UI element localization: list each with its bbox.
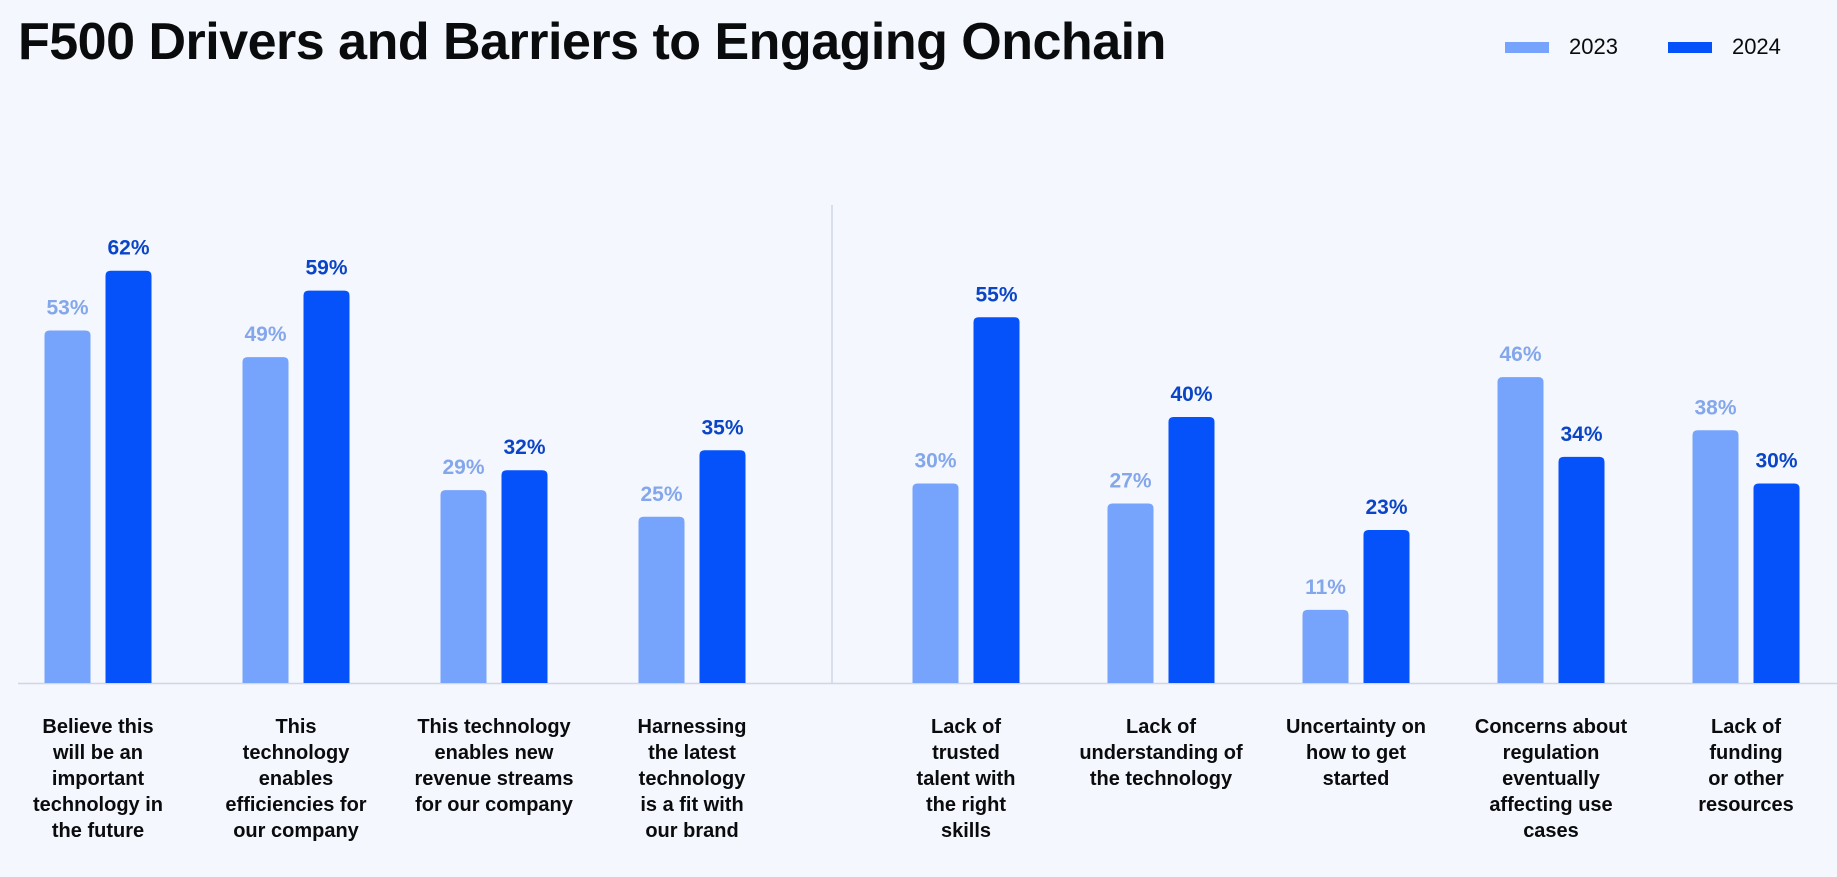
category-label-line: started xyxy=(1322,768,1390,790)
bar-2023-6 xyxy=(1107,503,1154,683)
bar-2024-1 xyxy=(105,270,152,683)
category-label-line: funding xyxy=(1709,742,1783,764)
category-label-line: for our company xyxy=(415,794,573,816)
bar-2023-5 xyxy=(912,483,959,683)
bar-2024-3 xyxy=(501,470,548,683)
bar-2024-5 xyxy=(973,317,1020,683)
legend-item-2024: 2024 xyxy=(1667,34,1781,60)
category-label-line: the latest xyxy=(648,742,736,764)
category-label-9: Lack of funding or other resources xyxy=(1656,714,1836,818)
category-label-line: Concerns about xyxy=(1474,716,1628,738)
data-label-2024-7: 23% xyxy=(1365,496,1407,519)
data-label-2023-4: 25% xyxy=(640,483,682,506)
category-label-line: technology in xyxy=(33,794,163,816)
category-label-line: revenue streams xyxy=(414,768,574,790)
data-label-2024-1: 62% xyxy=(107,237,149,260)
data-label-2023-7: 11% xyxy=(1305,576,1346,599)
category-label-6: Lack of understanding of the technology xyxy=(1071,714,1251,792)
category-label-line: technology xyxy=(638,768,746,790)
category-label-line: regulation xyxy=(1502,742,1600,764)
legend-swatch-2023 xyxy=(1505,41,1549,53)
category-label-line: Lack of xyxy=(1125,716,1197,738)
category-label-line: resources xyxy=(1698,794,1794,816)
data-label-2024-5: 55% xyxy=(975,283,1017,306)
legend-item-2023: 2023 xyxy=(1505,34,1618,60)
category-label-line: how to get xyxy=(1306,742,1406,764)
bar-2023-8 xyxy=(1497,377,1544,683)
data-label-2023-2: 49% xyxy=(244,323,286,346)
category-label-line: our company xyxy=(233,820,359,842)
data-label-2023-9: 38% xyxy=(1694,396,1736,419)
category-label-line: understanding of xyxy=(1079,742,1243,764)
category-label-line: efficiencies for xyxy=(225,794,367,816)
legend-label-2024: 2024 xyxy=(1731,34,1781,59)
category-label-line: cases xyxy=(1523,820,1579,842)
category-label-line: Lack of xyxy=(1710,716,1782,738)
data-label-2023-6: 27% xyxy=(1109,469,1151,492)
data-label-2024-2: 59% xyxy=(305,257,347,280)
category-label-line: our brand xyxy=(645,820,739,842)
category-label-line: Harnessing xyxy=(637,716,747,738)
bar-2023-4 xyxy=(638,516,685,683)
category-label-line: skills xyxy=(940,820,992,842)
data-label-2024-8: 34% xyxy=(1560,423,1602,446)
data-label-2023-3: 29% xyxy=(442,456,484,479)
data-label-2024-3: 32% xyxy=(503,436,545,459)
category-label-8: Concerns about regulation eventually affect… xyxy=(1461,714,1641,844)
category-label-line: technology xyxy=(242,742,350,764)
legend: 2023 2024 xyxy=(1505,34,1781,60)
bar-2023-2 xyxy=(242,357,289,683)
bar-2024-6 xyxy=(1168,417,1215,683)
bar-2024-7 xyxy=(1363,530,1410,683)
bar-2024-4 xyxy=(699,450,746,683)
category-label-3: This technology enables new revenue stream… xyxy=(404,714,584,818)
category-label-line: This xyxy=(275,716,317,738)
bar-2024-2 xyxy=(303,290,350,683)
data-label-2024-4: 35% xyxy=(701,416,743,439)
category-label-line: is a fit with xyxy=(640,794,744,816)
category-label-line: the future xyxy=(51,820,145,842)
bar-2024-8 xyxy=(1558,456,1605,683)
category-label-line: enables xyxy=(258,768,334,790)
category-label-line: the right xyxy=(926,794,1006,816)
category-label-line: Uncertainty on xyxy=(1285,716,1427,738)
chart-title: F500 Drivers and Barriers to Engaging On… xyxy=(18,13,1166,71)
data-label-2024-9: 30% xyxy=(1755,450,1797,473)
data-label-2023-1: 53% xyxy=(46,297,88,320)
category-label-line: will be an xyxy=(52,742,144,764)
bar-2023-1 xyxy=(44,330,91,683)
category-label-line: affecting use xyxy=(1489,794,1613,816)
category-label-line: This technology xyxy=(417,716,571,738)
category-label-4: Harnessing the latest technology is a fit w… xyxy=(602,714,782,844)
category-label-line: talent with xyxy=(916,768,1016,790)
category-label-7: Uncertainty on how to get started xyxy=(1266,714,1446,792)
bar-2024-9 xyxy=(1753,483,1800,683)
category-label-line: Lack of xyxy=(930,716,1002,738)
data-label-2023-8: 46% xyxy=(1499,343,1541,366)
category-label-1: Believe this will be an important technolog… xyxy=(8,714,188,844)
category-label-line: eventually xyxy=(1502,768,1600,790)
legend-swatch-2024 xyxy=(1667,41,1712,53)
data-label-2024-6: 40% xyxy=(1170,383,1212,406)
category-label-line: the technology xyxy=(1089,768,1233,790)
bar-2023-3 xyxy=(440,490,487,683)
data-label-2023-5: 30% xyxy=(914,450,956,473)
category-label-line: or other xyxy=(1708,768,1784,790)
bar-2023-7 xyxy=(1302,609,1349,683)
category-label-line: Believe this xyxy=(42,716,154,738)
category-label-2: This technology enables efficiencies for our… xyxy=(206,714,386,844)
legend-label-2023: 2023 xyxy=(1569,34,1618,59)
category-label-line: enables new xyxy=(434,742,554,764)
category-label-line: trusted xyxy=(932,742,1000,764)
bar-2023-9 xyxy=(1692,430,1739,683)
category-label-line: important xyxy=(51,768,145,790)
category-label-5: Lack of trusted talent with the right skills xyxy=(876,714,1056,844)
